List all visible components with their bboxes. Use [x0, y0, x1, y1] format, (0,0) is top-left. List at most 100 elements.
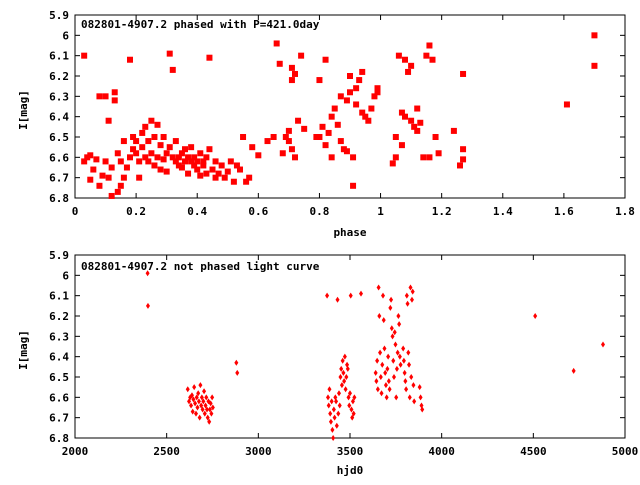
x-tick-label: 4500	[520, 445, 547, 458]
data-point	[273, 40, 280, 47]
data-point	[210, 394, 215, 401]
data-point	[288, 77, 295, 84]
data-point	[420, 154, 427, 161]
data-point	[457, 162, 463, 169]
data-point	[203, 170, 210, 177]
data-point	[342, 353, 347, 360]
y-tick-label: 6.8	[49, 432, 69, 445]
data-point	[328, 418, 333, 425]
data-point	[432, 134, 439, 140]
data-point	[398, 361, 403, 368]
data-point	[383, 369, 388, 376]
data-point	[136, 158, 143, 165]
data-point	[401, 357, 406, 364]
data-point	[195, 404, 200, 411]
data-point	[206, 54, 213, 61]
data-point	[343, 97, 350, 104]
data-point	[392, 374, 396, 380]
data-point	[334, 398, 339, 405]
data-point	[178, 164, 185, 171]
data-point	[190, 408, 195, 415]
x-tick-label: 4000	[428, 445, 455, 458]
data-point	[429, 56, 436, 63]
data-point	[353, 101, 360, 108]
data-point	[414, 105, 421, 112]
y-tick-label: 5.9	[49, 249, 69, 262]
data-point	[233, 162, 240, 169]
data-point	[351, 410, 356, 417]
data-point	[407, 361, 412, 368]
data-point	[392, 154, 399, 161]
data-point	[194, 158, 201, 165]
data-point	[212, 174, 219, 181]
data-point	[375, 386, 380, 393]
x-tick-label: 1.8	[615, 205, 635, 218]
x-tick-label: 0	[72, 205, 79, 218]
data-point	[282, 134, 289, 140]
data-point	[395, 349, 400, 356]
data-point	[460, 70, 467, 77]
data-point	[230, 178, 237, 185]
data-point	[373, 369, 378, 376]
data-point	[393, 341, 398, 348]
data-point	[105, 174, 112, 181]
data-point	[335, 296, 340, 303]
chart-title: 082801-4907.2 phased with P=421.0day	[81, 18, 320, 31]
y-tick-label: 6.1	[49, 50, 69, 63]
data-point	[365, 117, 372, 124]
data-point	[378, 349, 383, 356]
data-point	[200, 158, 207, 165]
data-point	[405, 300, 410, 307]
data-point	[136, 174, 143, 181]
data-point	[337, 390, 341, 397]
data-point	[145, 158, 152, 165]
data-point	[288, 146, 295, 153]
data-point	[205, 406, 209, 413]
x-tick-label: 5000	[612, 445, 639, 458]
data-point	[197, 150, 204, 157]
data-point	[194, 410, 198, 417]
data-point	[398, 109, 405, 116]
x-tick-label: 1.6	[554, 205, 574, 218]
data-point	[130, 134, 137, 140]
data-point	[353, 85, 360, 92]
data-point	[420, 406, 425, 413]
y-tick-label: 6.3	[49, 90, 69, 103]
data-point	[331, 435, 336, 441]
data-point	[127, 154, 133, 161]
data-point	[202, 410, 207, 417]
data-point	[395, 52, 402, 59]
data-point	[390, 333, 395, 340]
data-point	[533, 313, 538, 319]
y-tick-label: 6.7	[49, 172, 69, 185]
data-point	[426, 154, 433, 161]
data-point	[270, 134, 277, 140]
data-point	[378, 374, 383, 380]
data-point	[169, 66, 176, 73]
data-point	[123, 164, 130, 171]
data-point	[188, 158, 195, 165]
plot-frame	[74, 254, 626, 439]
data-point	[343, 148, 350, 155]
data-point	[383, 382, 388, 389]
data-point	[394, 365, 399, 372]
data-point	[450, 127, 457, 134]
data-point	[345, 365, 350, 372]
data-point	[200, 406, 205, 413]
x-tick-label: 0.8	[310, 205, 330, 218]
data-point	[111, 97, 118, 104]
data-point	[342, 378, 347, 385]
data-point	[197, 414, 202, 421]
data-point	[185, 386, 190, 393]
data-point	[329, 398, 334, 405]
data-point	[133, 150, 140, 157]
data-point	[412, 398, 417, 405]
data-point	[191, 154, 198, 161]
data-point	[414, 127, 421, 134]
data-point	[108, 192, 115, 199]
data-point	[343, 386, 348, 393]
data-point	[340, 357, 345, 364]
data-point	[331, 105, 338, 112]
